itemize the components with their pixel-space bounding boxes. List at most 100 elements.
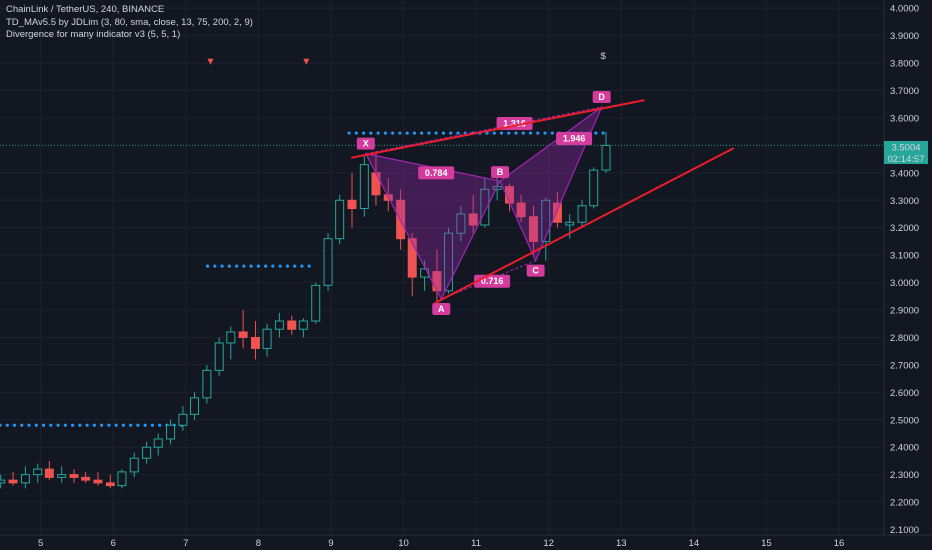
level-dot xyxy=(271,264,275,268)
pattern-point-label-b: B xyxy=(497,167,504,177)
level-dot xyxy=(78,423,82,427)
level-dot xyxy=(49,423,53,427)
candle-up xyxy=(166,424,176,440)
indicator-td-ma[interactable]: TD_MAv5.5 by JDLim (3, 80, sma, close, 1… xyxy=(6,16,253,28)
level-dot xyxy=(441,131,446,135)
level-dot xyxy=(307,264,311,268)
pattern-ratio-label: 1.946 xyxy=(563,134,586,144)
x-tick-label: 12 xyxy=(543,538,554,549)
level-dot xyxy=(412,131,417,135)
level-dot xyxy=(264,264,268,268)
current-price-label: 3.5004 xyxy=(891,143,920,154)
candle-up xyxy=(577,205,587,223)
symbol-title[interactable]: ChainLink / TetherUS, 240, BINANCE xyxy=(6,4,165,15)
pattern-point-box xyxy=(526,264,545,277)
level-dot xyxy=(521,131,525,135)
x-tick-label: 6 xyxy=(111,538,116,549)
candle-up xyxy=(0,479,6,484)
level-dot xyxy=(92,423,96,427)
y-tick-label: 2.7000 xyxy=(890,360,919,371)
y-tick-label: 3.2000 xyxy=(890,223,919,234)
y-tick-label: 2.8000 xyxy=(890,333,919,344)
level-dot xyxy=(85,423,89,427)
level-dot xyxy=(70,423,75,427)
pattern-point-box xyxy=(356,137,375,150)
level-dot xyxy=(456,131,460,135)
candle-up xyxy=(601,144,611,171)
candle-down xyxy=(287,320,297,330)
level-dot xyxy=(427,131,431,135)
trendline[interactable] xyxy=(434,147,735,305)
trendlines[interactable] xyxy=(351,99,735,305)
pattern-point-box xyxy=(592,91,611,103)
level-dot xyxy=(121,423,125,427)
countdown-label: 02:14:57 xyxy=(888,154,925,165)
x-tick-label: 15 xyxy=(761,538,772,549)
level-dot xyxy=(41,423,46,427)
pattern-ratio-line xyxy=(365,153,501,182)
level-dot xyxy=(20,423,24,427)
level-dot xyxy=(249,264,253,268)
current-price-tag: 3.5004 02:14:57 xyxy=(884,141,928,165)
level-dot xyxy=(63,423,67,427)
candle-up xyxy=(202,369,212,399)
level-dot xyxy=(369,131,373,135)
indicator-divergence[interactable]: Divergence for many indicator v3 (5, 5, … xyxy=(6,29,181,40)
time-axis[interactable]: 5 6 7 8 9 10 11 12 13 14 15 16 xyxy=(38,538,844,549)
level-dot xyxy=(34,423,38,427)
level-dot xyxy=(601,131,605,135)
candle-up xyxy=(226,331,236,344)
candle-up xyxy=(214,342,224,371)
candle-up xyxy=(541,199,551,242)
candle-up xyxy=(153,438,163,448)
level-dot xyxy=(405,131,409,135)
y-tick-label: 3.4000 xyxy=(890,168,919,179)
x-tick-label: 14 xyxy=(689,538,700,549)
level-dot xyxy=(376,131,380,135)
level-dot xyxy=(550,131,554,135)
dollar-marker: $ xyxy=(600,51,606,62)
level-dot xyxy=(300,264,304,268)
level-dot xyxy=(347,131,351,135)
trendline[interactable] xyxy=(351,99,645,159)
candle-down xyxy=(238,331,248,338)
candle-up xyxy=(456,213,466,234)
level-dot xyxy=(362,131,366,135)
x-tick-label: 5 xyxy=(38,538,43,549)
candle-up xyxy=(274,320,284,330)
level-dot xyxy=(449,131,453,135)
pattern-ratio-box xyxy=(418,166,455,180)
pattern-ratio-line xyxy=(499,106,602,182)
harmonic-pattern[interactable]: X A B C D 0.784 0.716 1.316 1.946 xyxy=(356,91,611,316)
candle-up xyxy=(129,457,139,473)
candle-down xyxy=(69,474,79,478)
pattern-ratio-label: 0.716 xyxy=(481,276,504,286)
candle-down xyxy=(528,216,538,242)
signal-markers: $ xyxy=(207,51,606,65)
level-dot xyxy=(594,131,598,135)
candle-up xyxy=(178,413,188,426)
level-dot xyxy=(107,423,111,427)
candle-down xyxy=(93,479,103,484)
candle-down xyxy=(407,238,417,278)
level-dot xyxy=(100,423,104,427)
level-dot xyxy=(256,264,260,268)
sell-signal-triangle xyxy=(303,58,310,65)
chart-legend[interactable]: ChainLink / TetherUS, 240, BINANCE TD_MA… xyxy=(6,4,253,42)
y-tick-label: 4.0000 xyxy=(890,4,919,15)
level-dot xyxy=(434,131,438,135)
level-dot xyxy=(220,264,224,268)
pattern-ratio-box xyxy=(556,132,593,146)
y-tick-label: 2.2000 xyxy=(890,498,919,509)
level-dot xyxy=(543,131,547,135)
pattern-point-label-c: C xyxy=(532,266,539,276)
y-tick-label: 3.6000 xyxy=(890,113,919,124)
pattern-point-label-a: A xyxy=(438,304,445,314)
candle-up xyxy=(262,328,272,349)
candle-down xyxy=(81,476,91,481)
candle-down xyxy=(8,479,18,484)
candle-down xyxy=(516,202,526,218)
level-dot xyxy=(158,423,162,427)
level-dot xyxy=(391,131,395,135)
